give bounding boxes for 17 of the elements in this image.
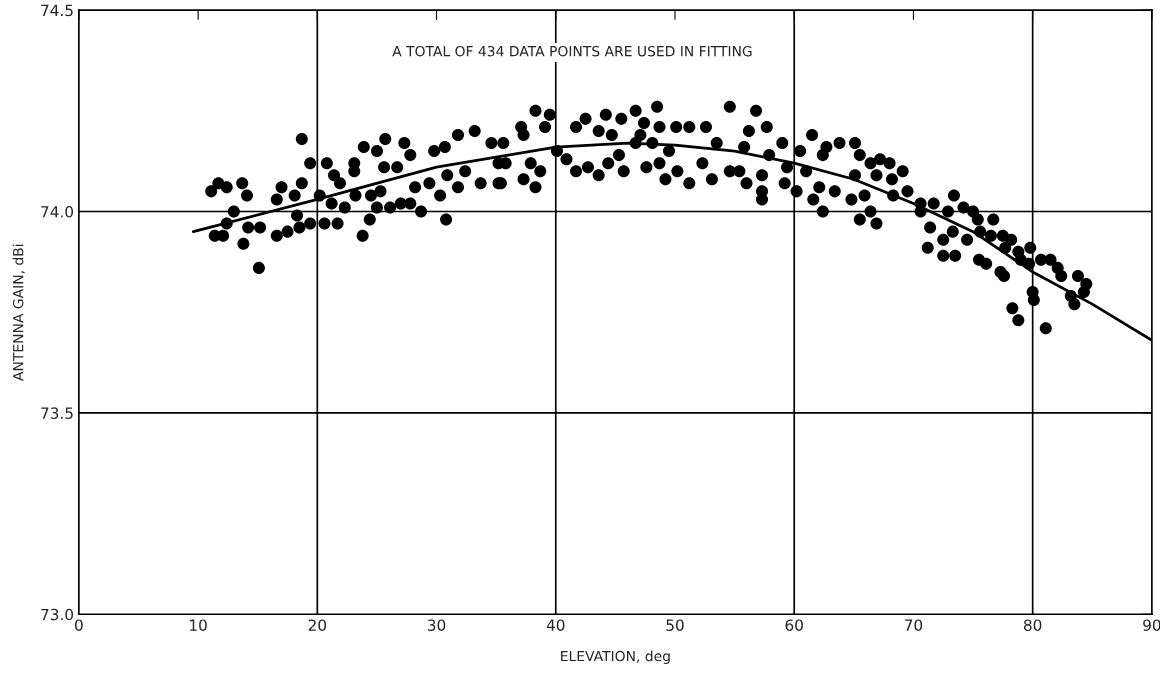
x-tick-label: 40 — [546, 619, 565, 631]
x-tick-label: 60 — [785, 619, 803, 631]
annotation: A TOTAL OF 434 DATA POINTS ARE USED IN FITTING — [392, 45, 752, 57]
x-tick-label: 80 — [1023, 619, 1042, 631]
x-axis-title: ELEVATION, deg — [561, 650, 670, 665]
x-tick-label: 90 — [1143, 619, 1160, 631]
y-axis-title: ANTENNA GAIN, dBi — [12, 244, 25, 381]
x-tick-label: 20 — [308, 619, 327, 631]
y-tick-label: 73.5 — [41, 407, 73, 419]
x-tick-label: 30 — [427, 619, 446, 631]
x-tick-label: 70 — [904, 619, 923, 631]
x-tick-label: 0 — [75, 619, 83, 631]
y-tick-label: 73.0 — [41, 608, 73, 621]
y-tick-label: 74.5 — [41, 4, 73, 17]
x-tick-label: 10 — [190, 619, 207, 631]
y-tick-label: 74.0 — [41, 205, 73, 218]
x-tick-label: 50 — [666, 619, 684, 631]
